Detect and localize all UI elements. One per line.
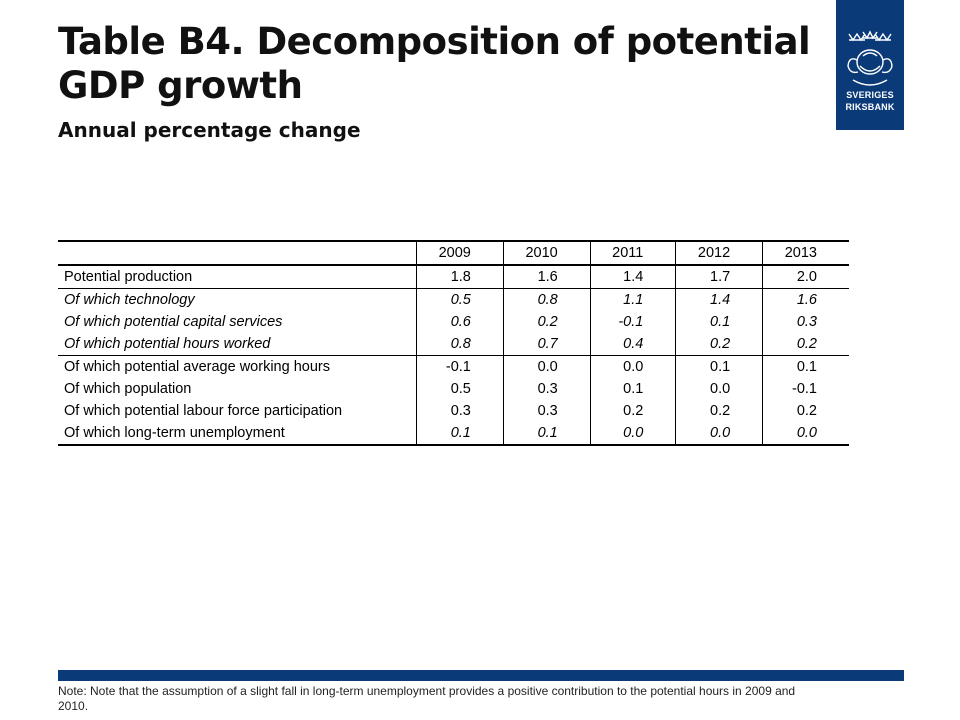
cell-value: 1.6 (762, 288, 849, 311)
row-label: Of which technology (64, 292, 195, 308)
cell-value: 0.1 (502, 422, 591, 446)
table-row: Potential production 1.8 1.6 1.4 1.7 2.0 (58, 265, 849, 289)
cell-value: 0.3 (416, 400, 504, 422)
cell-value: 1.8 (416, 265, 504, 289)
cell-value: 0.1 (675, 355, 763, 378)
cell-value: 0.2 (502, 311, 591, 333)
cell-value: 2.0 (762, 265, 849, 289)
cell-value: 0.6 (416, 311, 504, 333)
year-header: 2009 (416, 240, 504, 266)
cell-value: 0.2 (589, 400, 676, 422)
row-label: Of which potential capital services (64, 314, 283, 330)
logo-text-riksbank: RIKSBANK (845, 102, 895, 112)
row-label: Of which population (64, 381, 192, 397)
cell-value: 0.4 (589, 333, 676, 356)
cell-value: 1.4 (675, 288, 763, 311)
cell-value: 0.0 (502, 355, 591, 378)
table-header-row: 2009 2010 2011 2012 2013 (58, 240, 849, 266)
footer-bar (58, 670, 904, 681)
cell-value: -0.1 (589, 311, 676, 333)
cell-value: 0.5 (416, 378, 504, 400)
cell-value: 0.0 (589, 422, 676, 446)
cell-value: 0.3 (502, 378, 591, 400)
cell-value: 0.2 (762, 333, 849, 356)
cell-value: -0.1 (762, 378, 849, 400)
cell-value: 0.2 (762, 400, 849, 422)
cell-value: 0.0 (589, 355, 676, 378)
cell-value: 0.1 (416, 422, 504, 446)
table-note: Note: Note that the assumption of a slig… (58, 684, 796, 713)
row-label: Potential production (58, 265, 417, 289)
cell-value: 0.1 (675, 311, 763, 333)
page-title: Table B4. Decomposition of potential GDP… (58, 20, 811, 107)
cell-value: 1.7 (675, 265, 763, 289)
cell-value: 0.0 (675, 422, 763, 446)
year-header: 2010 (502, 240, 591, 266)
table-row: Of which potential capital services 0.6 … (58, 311, 849, 333)
row-label: Of which potential hours worked (58, 333, 417, 356)
cell-value: 0.2 (675, 400, 763, 422)
table-row: Of which population 0.5 0.3 0.1 0.0 -0.1 (58, 378, 849, 400)
cell-value: 0.1 (762, 355, 849, 378)
table-row: Of which technology 0.5 0.8 1.1 1.4 1.6 (58, 288, 849, 311)
cell-value: 0.3 (762, 311, 849, 333)
cell-value: 1.4 (589, 265, 676, 289)
table-header-label-cell (58, 240, 417, 266)
table-row: Of which potential labour force particip… (58, 400, 849, 422)
cell-value: 0.0 (675, 378, 763, 400)
table-row: Of which potential hours worked 0.8 0.7 … (58, 333, 849, 356)
cell-value: 1.1 (589, 288, 676, 311)
table-row: Of which long-term unemployment 0.1 0.1 … (58, 422, 849, 446)
cell-value: 0.5 (416, 288, 504, 311)
row-label: Of which long-term unemployment (58, 422, 417, 446)
logo-text-sveriges: SVERIGES (846, 90, 894, 100)
potential-gdp-table: 2009 2010 2011 2012 2013 Potential produ… (58, 240, 849, 446)
row-label: Of which potential average working hours (64, 359, 330, 375)
row-label: Of which potential labour force particip… (64, 403, 343, 419)
cell-value: 0.8 (416, 333, 504, 356)
year-header: 2011 (589, 240, 676, 266)
riksbank-logo: SVERIGES RIKSBANK (836, 0, 904, 130)
page-subtitle: Annual percentage change (58, 118, 361, 142)
cell-value: 0.0 (762, 422, 849, 446)
cell-value: 0.7 (502, 333, 591, 356)
cell-value: 0.3 (502, 400, 591, 422)
cell-value: 0.2 (675, 333, 763, 356)
crown-emblem-icon (847, 30, 893, 86)
cell-value: 0.8 (502, 288, 591, 311)
cell-value: 0.1 (589, 378, 676, 400)
year-header: 2013 (762, 240, 849, 266)
year-header: 2012 (675, 240, 763, 266)
table-row: Of which potential average working hours… (58, 355, 849, 378)
cell-value: -0.1 (416, 355, 504, 378)
cell-value: 1.6 (502, 265, 591, 289)
